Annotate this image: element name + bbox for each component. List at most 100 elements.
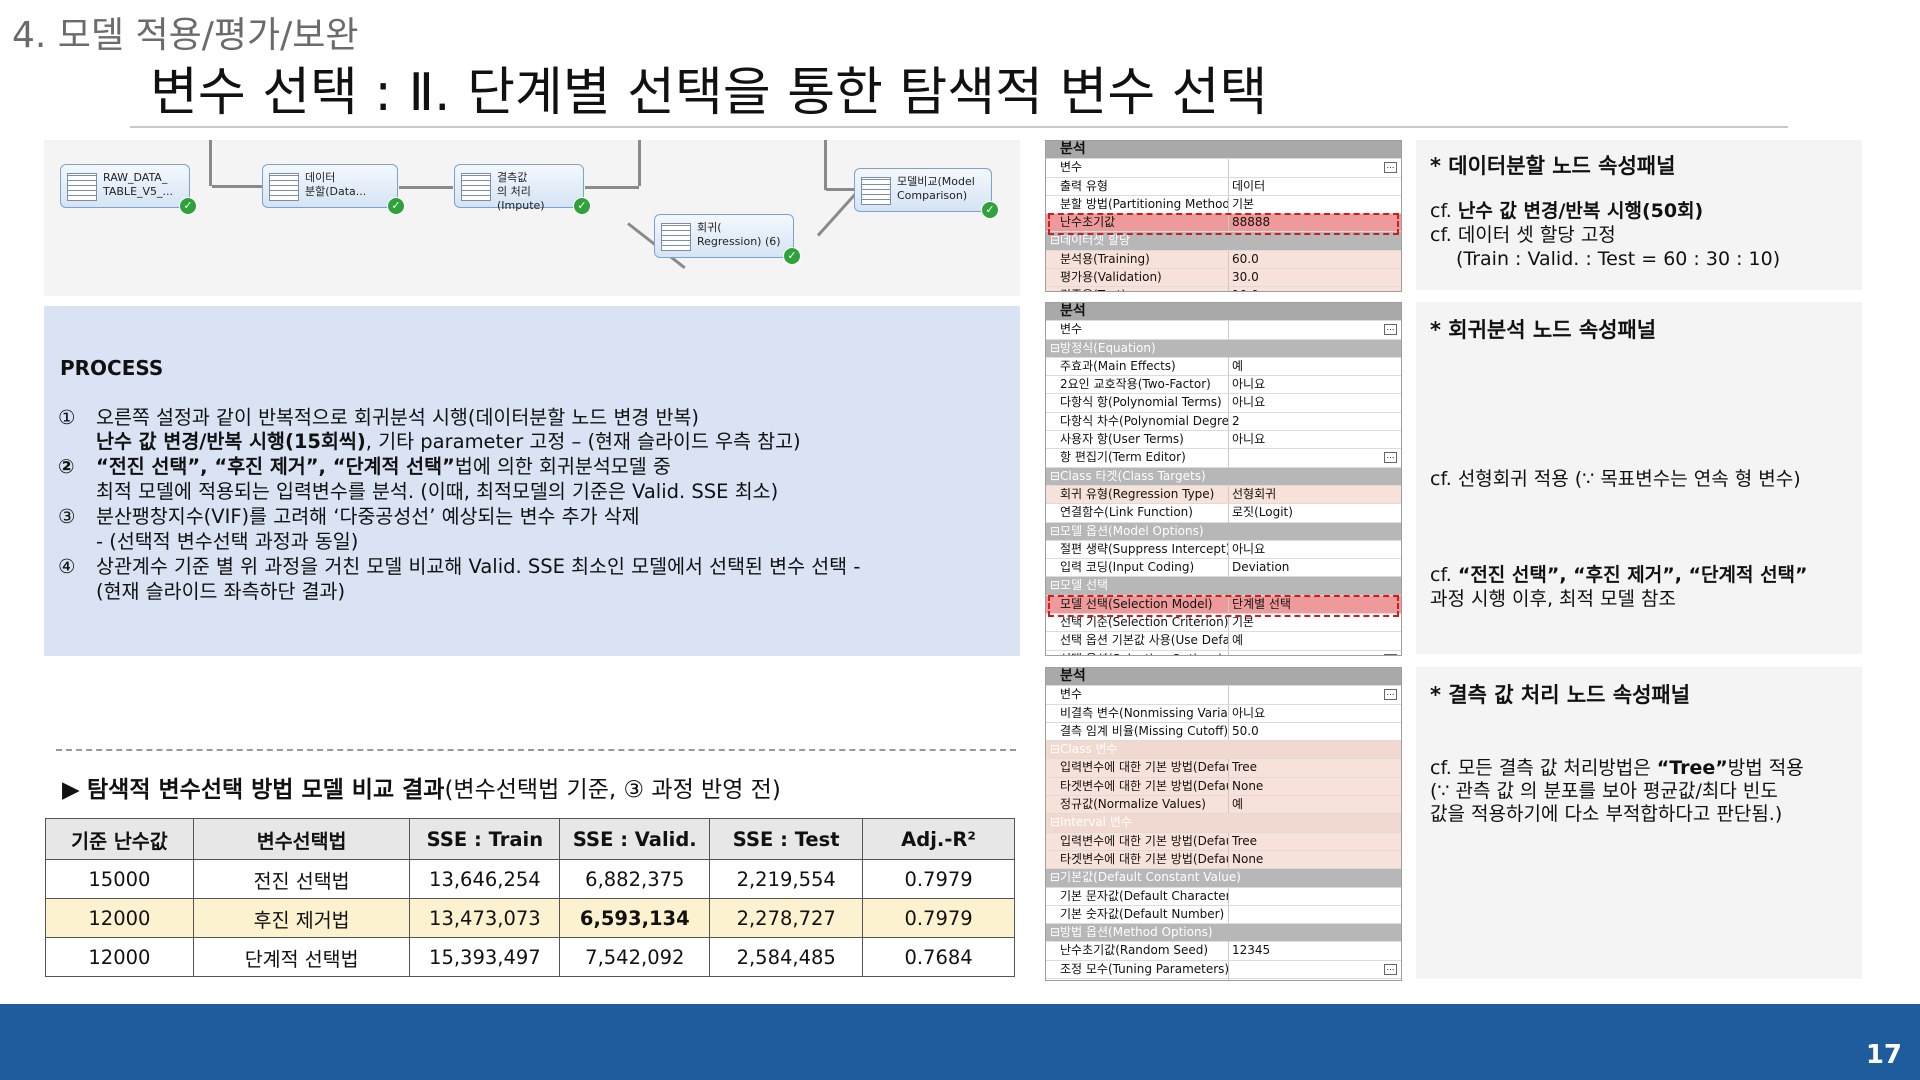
property-row[interactable]: 출력 유형 데이터	[1046, 177, 1401, 196]
property-value[interactable]: Tree	[1232, 833, 1258, 848]
ellipsis-button[interactable]: …	[1384, 963, 1397, 975]
property-value[interactable]: 예	[1232, 633, 1244, 648]
property-row[interactable]: 분석	[1046, 141, 1401, 160]
property-value[interactable]	[1230, 961, 1401, 978]
flow-node-model-comparison[interactable]: 모델비교(Model Comparison) ✓	[854, 168, 999, 219]
property-value[interactable]: 10.0	[1230, 287, 1401, 291]
property-row[interactable]: 비결측 변수(Nonmissing Variables)아니요	[1046, 704, 1401, 723]
property-value[interactable]	[1230, 321, 1401, 338]
property-value[interactable]: 아니요	[1232, 541, 1266, 556]
property-row[interactable]: 기본 문자값(Default Character)	[1046, 887, 1401, 906]
property-value[interactable]	[1230, 449, 1401, 466]
property-row[interactable]: 사용자 항(User Terms) 아니요	[1046, 431, 1401, 450]
property-row[interactable]: 입력변수에 대한 기본 방법(Default) Tree	[1046, 759, 1401, 778]
property-row[interactable]: 타겟변수에 대한 기본 방법(Default) None	[1046, 777, 1401, 797]
property-row[interactable]: 절편 생략(Suppress Intercept) 아니요	[1046, 540, 1401, 560]
property-row[interactable]: 분석	[1046, 303, 1401, 322]
property-row[interactable]: 2요인 교호작용(Two-Factor) 아니요	[1046, 376, 1401, 395]
property-row[interactable]: 타겟변수에 대한 기본 방법(Default) None	[1046, 850, 1401, 870]
property-value[interactable]: 데이터	[1232, 178, 1266, 193]
property-row[interactable]: ⊟Class 변수	[1046, 741, 1401, 760]
ellipsis-button[interactable]: …	[1384, 324, 1397, 336]
property-row[interactable]: 항 편집기(Term Editor)…	[1046, 449, 1401, 468]
property-value[interactable]: 선형회귀	[1232, 486, 1277, 501]
property-value[interactable]: 50.0	[1232, 723, 1259, 738]
property-row[interactable]: ⊟기본값(Default Constant Value)	[1046, 869, 1401, 888]
property-row[interactable]: 정규값(Normalize Values) 예	[1046, 796, 1401, 815]
flow-node-impute[interactable]: 결측값 의 처리(Impute) ✓	[454, 164, 591, 215]
property-row[interactable]: 선택 기준(Selection Criterion) 기본	[1046, 614, 1401, 633]
property-row[interactable]: 변수…	[1046, 686, 1401, 705]
column-header: Adj.-R²	[862, 818, 1015, 860]
property-row[interactable]: ⊟데이터셋 할당	[1046, 232, 1401, 251]
property-row[interactable]: 선택 옵션(Selection Options)…	[1046, 650, 1401, 655]
property-row[interactable]: 분할 방법(Partitioning Method) 기본	[1046, 195, 1401, 215]
note-text-bold: “전진 선택”, “후진 제거”, “단계적 선택”	[1457, 564, 1808, 586]
property-value[interactable]	[1230, 159, 1401, 176]
table-cell: 13,473,073	[409, 898, 561, 938]
property-row[interactable]: 입력변수에 대한 기본 방법(Default) Tree	[1046, 832, 1401, 851]
property-value[interactable]	[1230, 979, 1401, 980]
property-row[interactable]: 검증용(Test)10.0	[1046, 287, 1401, 291]
property-value[interactable]: Tree	[1232, 760, 1258, 775]
property-value[interactable]: 12345	[1232, 943, 1271, 958]
property-value[interactable]: 30.0	[1232, 270, 1259, 285]
property-value[interactable]: 아니요	[1232, 395, 1266, 410]
property-value[interactable]: 60.0	[1232, 251, 1259, 266]
ellipsis-button[interactable]: …	[1384, 452, 1397, 464]
property-row[interactable]: 변수…	[1046, 159, 1401, 178]
property-row[interactable]: 입력 코딩(Input Coding) Deviation	[1046, 559, 1401, 578]
property-row[interactable]: 다항식 차수(Polynomial Degree) 2	[1046, 412, 1401, 432]
property-value[interactable]: 88888	[1232, 215, 1271, 230]
property-value[interactable]: 예	[1232, 797, 1244, 812]
property-value[interactable]: 2	[1232, 413, 1240, 428]
property-row[interactable]: 결측 임계 비율(Missing Cutoff) 50.0	[1046, 722, 1401, 742]
ellipsis-button[interactable]: …	[1384, 653, 1397, 655]
property-row[interactable]: 분석	[1046, 668, 1401, 687]
property-value[interactable]: 로짓(Logit)	[1232, 505, 1293, 520]
property-value[interactable]: 아니요	[1232, 432, 1266, 447]
property-key: 출력 유형	[1046, 177, 1229, 195]
property-row[interactable]: 모델 선택(Selection Model) 단계별 선택	[1046, 595, 1401, 615]
property-value[interactable]: 단계별 선택	[1232, 596, 1292, 611]
property-row[interactable]: ⊟방법 옵션(Method Options)	[1046, 924, 1401, 943]
property-row[interactable]: 주효과(Main Effects) 예	[1046, 357, 1401, 377]
property-value[interactable]: None	[1232, 778, 1264, 793]
property-row[interactable]: ⊟Class 타겟(Class Targets)	[1046, 467, 1401, 486]
ellipsis-button[interactable]: …	[1384, 162, 1397, 174]
property-row[interactable]: 난수초기값 88888	[1046, 214, 1401, 233]
flow-node-regression[interactable]: 회귀( Regression) (6) ✓	[654, 214, 801, 265]
property-value[interactable]: 기본	[1232, 196, 1255, 211]
property-row[interactable]: ⊟모델 옵션(Model Options)	[1046, 522, 1401, 541]
property-row[interactable]: 트리기법에 의한 결측값 처리…	[1046, 979, 1401, 980]
property-value[interactable]: 아니요	[1232, 377, 1266, 392]
property-row[interactable]: ⊟모델 선택	[1046, 577, 1401, 596]
property-row[interactable]: 선택 옵션 기본값 사용(Use Defaults)예	[1046, 632, 1401, 651]
flow-connector	[826, 188, 874, 191]
flow-node-data-partition[interactable]: 데이터 분할(Data... ✓	[262, 164, 405, 215]
property-row[interactable]: 변수…	[1046, 321, 1401, 340]
property-value[interactable]: Deviation	[1232, 560, 1290, 575]
property-value[interactable]	[1230, 651, 1401, 655]
property-row[interactable]: 분석용(Training) 60.0	[1046, 250, 1401, 270]
property-value[interactable]: 아니요	[1232, 705, 1266, 720]
property-row[interactable]: 조정 모수(Tuning Parameters)…	[1046, 960, 1401, 980]
property-value[interactable]	[1230, 888, 1401, 905]
node-label: TABLE_V5_...	[103, 185, 174, 198]
note-heading: * 데이터분할 노드 속성패널	[1430, 154, 1676, 178]
property-row[interactable]: ⊟Interval 변수	[1046, 814, 1401, 833]
property-row[interactable]: 회귀 유형(Regression Type) 선형회귀	[1046, 485, 1401, 505]
flow-node-raw-data[interactable]: RAW_DATA_ TABLE_V5_... ✓	[60, 164, 197, 215]
property-row[interactable]: ⊟방정식(Equation)	[1046, 339, 1401, 358]
property-row[interactable]: 연결함수(Link Function) 로짓(Logit)	[1046, 504, 1401, 523]
property-value[interactable]: 예	[1232, 358, 1244, 373]
ellipsis-button[interactable]: …	[1384, 689, 1397, 701]
property-value[interactable]	[1230, 906, 1401, 923]
property-row[interactable]: 다항식 항(Polynomial Terms) 아니요	[1046, 394, 1401, 413]
property-value[interactable]: 기본	[1232, 615, 1255, 630]
property-row[interactable]: 난수초기값(Random Seed) 12345	[1046, 942, 1401, 961]
property-value[interactable]: None	[1232, 851, 1264, 866]
property-row[interactable]: 기본 숫자값(Default Number)	[1046, 905, 1401, 925]
property-row[interactable]: 평가용(Validation) 30.0	[1046, 269, 1401, 288]
property-value[interactable]	[1230, 686, 1401, 703]
